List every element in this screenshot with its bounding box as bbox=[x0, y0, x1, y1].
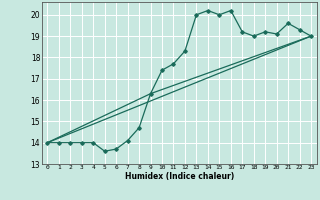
X-axis label: Humidex (Indice chaleur): Humidex (Indice chaleur) bbox=[124, 172, 234, 181]
